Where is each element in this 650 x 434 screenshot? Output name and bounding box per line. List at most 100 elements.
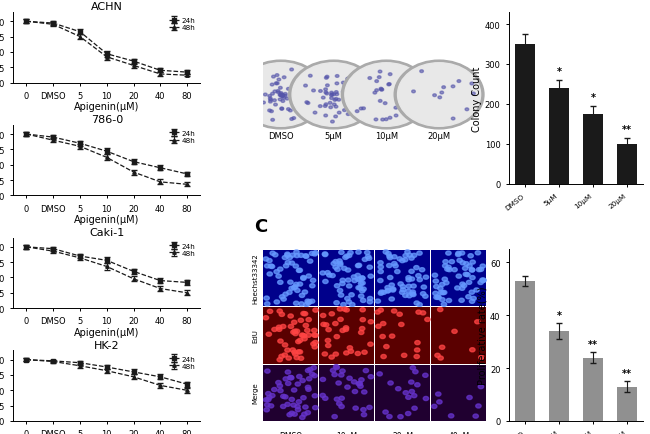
Circle shape [341, 82, 345, 85]
Circle shape [472, 93, 475, 95]
Circle shape [356, 250, 361, 255]
Circle shape [468, 254, 473, 258]
Circle shape [295, 404, 300, 408]
Circle shape [356, 264, 361, 268]
Circle shape [367, 256, 372, 261]
Circle shape [410, 366, 415, 370]
Text: Hoechst33342: Hoechst33342 [252, 253, 259, 303]
Circle shape [414, 355, 419, 359]
Circle shape [398, 64, 480, 127]
Circle shape [412, 406, 417, 410]
Circle shape [272, 253, 278, 257]
Circle shape [272, 76, 276, 79]
Circle shape [272, 328, 277, 332]
Circle shape [282, 353, 287, 357]
Circle shape [290, 118, 294, 121]
Circle shape [346, 78, 350, 81]
Circle shape [323, 280, 328, 284]
Circle shape [276, 326, 281, 329]
Circle shape [268, 101, 272, 104]
Circle shape [421, 311, 426, 315]
Circle shape [380, 322, 386, 326]
Circle shape [403, 254, 408, 258]
Circle shape [437, 400, 442, 404]
Circle shape [330, 98, 333, 100]
Circle shape [460, 251, 465, 256]
Circle shape [378, 76, 381, 79]
Circle shape [439, 283, 445, 287]
Circle shape [391, 309, 397, 313]
Circle shape [266, 332, 272, 336]
Circle shape [376, 325, 381, 329]
Circle shape [294, 283, 299, 287]
Circle shape [332, 414, 337, 419]
Circle shape [297, 269, 302, 273]
Legend: 24h, 48h: 24h, 48h [167, 129, 197, 145]
Circle shape [406, 276, 411, 280]
Circle shape [333, 322, 338, 326]
Circle shape [363, 369, 369, 373]
Circle shape [462, 284, 467, 288]
Circle shape [344, 254, 350, 259]
Bar [549, 331, 569, 421]
Bar [515, 45, 536, 184]
Circle shape [277, 384, 283, 388]
Circle shape [440, 92, 443, 95]
Circle shape [314, 97, 317, 100]
Circle shape [304, 255, 309, 259]
Bar [319, 250, 374, 307]
Circle shape [274, 83, 278, 85]
Circle shape [344, 308, 349, 312]
Circle shape [307, 368, 313, 372]
Circle shape [460, 283, 465, 286]
Circle shape [280, 95, 283, 97]
Circle shape [480, 264, 486, 269]
Circle shape [406, 278, 411, 282]
Circle shape [266, 391, 271, 396]
Circle shape [298, 319, 304, 322]
Circle shape [282, 256, 288, 260]
Circle shape [387, 264, 392, 268]
Circle shape [299, 80, 303, 83]
Circle shape [303, 405, 308, 409]
Circle shape [292, 96, 296, 99]
Circle shape [312, 90, 315, 92]
Circle shape [422, 373, 428, 378]
Circle shape [342, 307, 347, 311]
Circle shape [411, 284, 416, 289]
Circle shape [356, 263, 361, 268]
Circle shape [465, 273, 470, 277]
Circle shape [415, 348, 420, 352]
Circle shape [337, 289, 343, 293]
Circle shape [384, 118, 388, 122]
Circle shape [292, 352, 298, 356]
Text: *: * [556, 310, 562, 320]
Circle shape [378, 279, 383, 283]
Circle shape [467, 264, 472, 268]
Circle shape [306, 274, 311, 279]
Text: 5μM: 5μM [324, 132, 343, 141]
Circle shape [470, 276, 475, 280]
Circle shape [285, 98, 289, 101]
Circle shape [335, 268, 340, 272]
Circle shape [380, 89, 383, 92]
Circle shape [368, 375, 374, 379]
Circle shape [306, 368, 311, 373]
Bar [319, 308, 374, 364]
Circle shape [309, 299, 315, 303]
Circle shape [304, 85, 307, 88]
Circle shape [333, 260, 339, 264]
Circle shape [437, 287, 443, 291]
Circle shape [415, 383, 420, 387]
Circle shape [285, 381, 291, 385]
Circle shape [251, 98, 254, 101]
Circle shape [447, 268, 452, 272]
Circle shape [388, 117, 392, 120]
Circle shape [436, 295, 441, 299]
Circle shape [277, 358, 283, 362]
Circle shape [387, 254, 392, 259]
Circle shape [381, 291, 387, 295]
Circle shape [325, 271, 330, 275]
Circle shape [442, 277, 447, 282]
Circle shape [417, 278, 422, 282]
